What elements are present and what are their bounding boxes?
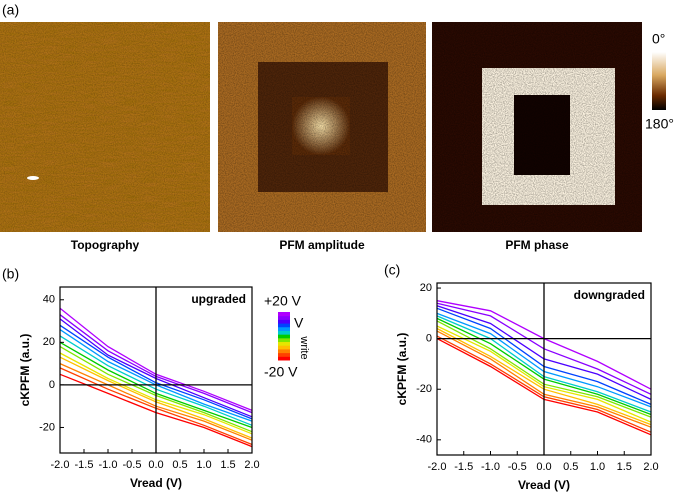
annotation: downgraded xyxy=(574,288,645,302)
x-tick-label: 0.0 xyxy=(536,461,551,473)
x-tick-label: -0.5 xyxy=(508,461,527,473)
image-caption: Topography xyxy=(71,238,140,252)
x-tick-label: -0.5 xyxy=(123,459,142,471)
y-tick-label: 20 xyxy=(420,282,432,294)
panel-label: (c) xyxy=(384,262,400,278)
panel-label: (a) xyxy=(2,2,19,18)
y-tick-label: 0 xyxy=(426,333,432,345)
y-tick-label: 20 xyxy=(43,336,55,348)
legend-title: V xyxy=(294,315,304,331)
legend-subscript: write xyxy=(298,335,310,359)
x-tick-label: 2.0 xyxy=(643,461,658,473)
x-tick-label: 0.0 xyxy=(148,459,163,471)
x-tick-label: 1.0 xyxy=(590,461,605,473)
legend-colorbar xyxy=(278,352,290,357)
x-tick-label: 1.0 xyxy=(196,459,211,471)
legend-colorbar xyxy=(278,334,290,339)
x-tick-label: 1.5 xyxy=(617,461,632,473)
legend-colorbar xyxy=(278,326,290,331)
y-tick-label: 40 xyxy=(43,294,55,306)
legend-colorbar xyxy=(278,356,290,361)
x-tick-label: -2.0 xyxy=(428,461,447,473)
annotation: upgraded xyxy=(191,292,246,306)
y-tick-label: -20 xyxy=(416,383,432,395)
legend-colorbar xyxy=(278,348,290,354)
colorbar-label: 180° xyxy=(645,116,674,132)
x-axis-label: Vread (V) xyxy=(518,478,570,492)
x-tick-label: -1.5 xyxy=(75,459,94,471)
y-axis-label: cKPFM (a.u.) xyxy=(18,334,32,407)
y-tick-label: -40 xyxy=(416,434,432,446)
x-tick-label: 0.5 xyxy=(172,459,187,471)
phase-image xyxy=(432,22,642,232)
legend-label: -20 V xyxy=(264,364,298,380)
x-axis-label: Vread (V) xyxy=(130,476,182,490)
x-tick-label: 0.5 xyxy=(563,461,578,473)
image-caption: PFM phase xyxy=(505,238,569,252)
legend-colorbar xyxy=(278,337,290,343)
x-tick-label: -2.0 xyxy=(51,459,70,471)
legend-colorbar xyxy=(278,341,290,346)
y-tick-label: -20 xyxy=(39,421,55,433)
y-axis-label: cKPFM (a.u.) xyxy=(395,333,409,406)
x-tick-label: 1.5 xyxy=(220,459,235,471)
legend-label: +20 V xyxy=(264,293,302,309)
legend-colorbar xyxy=(278,323,290,328)
x-tick-label: -1.0 xyxy=(99,459,118,471)
colorbar-label: 0° xyxy=(652,31,665,47)
legend-colorbar xyxy=(278,319,290,324)
x-tick-label: -1.0 xyxy=(481,461,500,473)
legend-colorbar xyxy=(278,345,290,350)
y-tick-label: 0 xyxy=(49,379,55,391)
topography-image xyxy=(0,22,210,232)
x-tick-label: 2.0 xyxy=(244,459,259,471)
x-tick-label: -1.5 xyxy=(454,461,473,473)
colorbar xyxy=(652,52,666,110)
legend-colorbar xyxy=(278,330,290,335)
amplitude-image xyxy=(218,22,426,232)
legend-colorbar xyxy=(278,315,290,320)
legend-colorbar xyxy=(278,312,290,317)
image-caption: PFM amplitude xyxy=(279,238,365,252)
panel-label: (b) xyxy=(2,266,19,282)
